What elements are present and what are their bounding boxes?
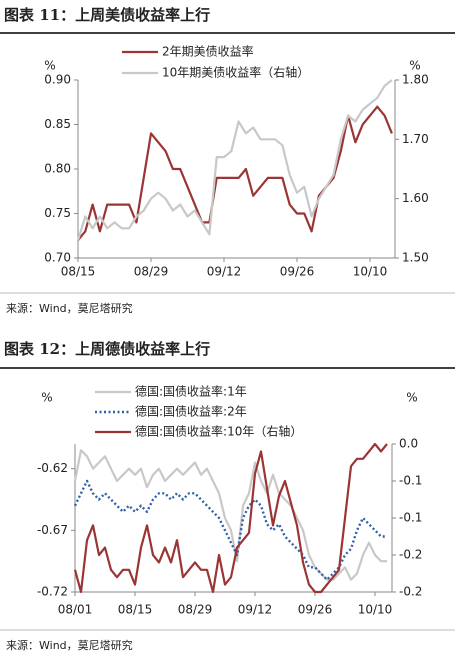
y-tick-label: -0.1 bbox=[399, 511, 422, 525]
x-tick-label: 09/26 bbox=[280, 265, 315, 279]
legend-label: 德国:国债收益率:1年 bbox=[135, 384, 247, 399]
y-tick-label: 1.80 bbox=[402, 73, 429, 87]
x-tick-label: 09/12 bbox=[238, 603, 273, 617]
y2-axis-unit: % bbox=[409, 59, 420, 73]
x-tick-label: 08/01 bbox=[58, 603, 93, 617]
chart-title: 图表 12：上周德债收益率上行 bbox=[4, 340, 210, 358]
x-tick-label: 09/26 bbox=[298, 603, 333, 617]
y-tick-label: -0.2 bbox=[399, 585, 422, 599]
y-tick-label: 1.60 bbox=[402, 191, 429, 205]
legend-label: 2年期美债收益率 bbox=[162, 44, 254, 59]
chart-title: 图表 11：上周美债收益率上行 bbox=[4, 6, 210, 24]
series-line bbox=[76, 79, 393, 241]
x-tick-label: 08/15 bbox=[61, 265, 96, 279]
legend-label: 德国:国债收益率:2年 bbox=[135, 404, 247, 419]
x-tick-label: 08/29 bbox=[134, 265, 169, 279]
source-note: 来源：Wind，莫尼塔研究 bbox=[6, 301, 133, 315]
y-tick-label: -0.2 bbox=[399, 548, 422, 562]
legend-label: 10年期美债收益率（右轴） bbox=[162, 65, 309, 80]
y-tick-label: 0.90 bbox=[44, 73, 71, 87]
x-tick-label: 10/10 bbox=[353, 265, 388, 279]
y-axis-unit: % bbox=[44, 59, 55, 73]
y-tick-label: -0.1 bbox=[399, 474, 422, 488]
y-axis-unit: % bbox=[41, 391, 52, 405]
y2-axis-unit: % bbox=[406, 391, 417, 405]
y-tick-label: 0.85 bbox=[44, 117, 71, 131]
series-line bbox=[73, 449, 387, 581]
x-tick-label: 10/10 bbox=[358, 603, 393, 617]
y-tick-label: 1.70 bbox=[402, 132, 429, 146]
source-note: 来源：Wind，莫尼塔研究 bbox=[6, 638, 133, 652]
series-line bbox=[73, 479, 387, 581]
y-tick-label: -0.67 bbox=[37, 523, 68, 537]
series-line bbox=[77, 105, 393, 241]
y-tick-label: 0.75 bbox=[44, 206, 71, 220]
y-tick-label: 1.50 bbox=[402, 251, 429, 265]
x-tick-label: 08/15 bbox=[118, 603, 153, 617]
y-tick-label: 0.80 bbox=[44, 162, 71, 176]
y-tick-label: -0.72 bbox=[37, 585, 68, 599]
series-line bbox=[73, 442, 388, 594]
x-tick-label: 08/29 bbox=[178, 603, 213, 617]
legend-label: 德国:国债收益率:10年（右轴） bbox=[135, 424, 302, 439]
y-tick-label: 0.70 bbox=[44, 251, 71, 265]
x-tick-label: 09/12 bbox=[207, 265, 242, 279]
y-tick-label: -0.62 bbox=[37, 461, 68, 475]
y-tick-label: 0.0 bbox=[399, 437, 418, 451]
